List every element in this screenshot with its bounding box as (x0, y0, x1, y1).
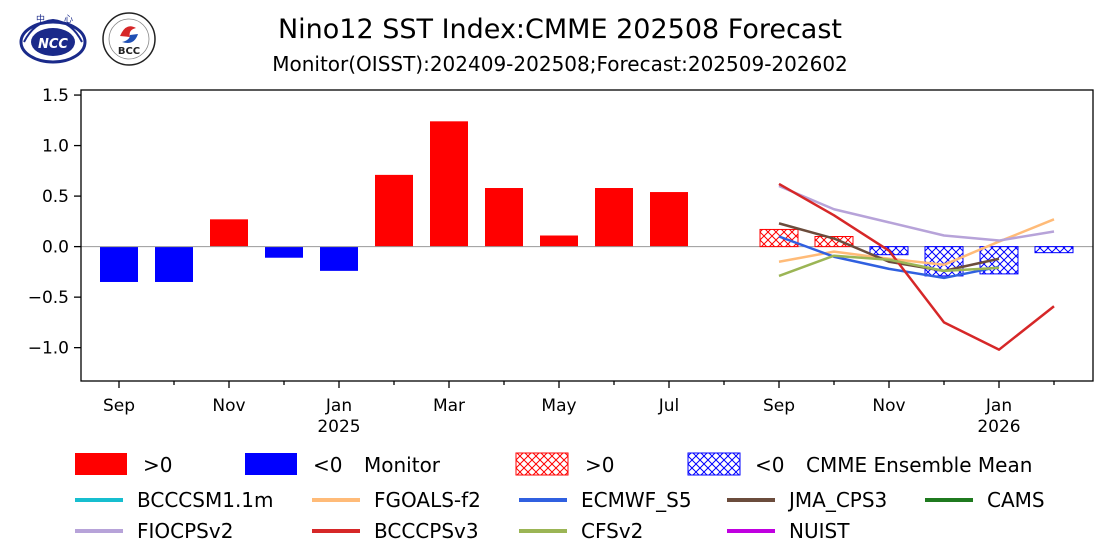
x-tick-label: Nov (872, 396, 905, 416)
y-tick-label: −1.0 (28, 339, 69, 359)
legend-series-label: CAMS (987, 488, 1045, 512)
ensemble-bar (759, 228, 799, 248)
x-tick-label: Jan (325, 396, 352, 416)
legend-series-label: FIOCPSv2 (137, 519, 233, 543)
svg-text:心: 心 (64, 14, 73, 25)
legend-monitor-pos-swatch (75, 453, 127, 475)
legend-monitor-label: Monitor (364, 453, 441, 477)
x-tick-label: Sep (103, 396, 135, 416)
y-tick-label: 1.0 (42, 137, 69, 157)
legend-fc-neg-label: <0 (755, 453, 784, 477)
chart-title: Nino12 SST Index:CMME 202508 Forecast (277, 14, 843, 45)
x-tick-label: Jan (985, 396, 1012, 416)
legend-series-label: CFSv2 (581, 519, 643, 543)
ensemble-bar (814, 236, 854, 248)
series-line-cfsv2 (778, 254, 1000, 278)
monitor-bar (210, 219, 248, 247)
svg-text:BCC: BCC (118, 46, 140, 57)
monitor-bar (485, 188, 523, 247)
monitor-bar (650, 192, 688, 247)
legend-series-label: NUIST (789, 519, 850, 543)
ensemble-bar (1034, 246, 1074, 254)
legend-ensemble-label: CMME Ensemble Mean (806, 453, 1032, 477)
monitor-bar (265, 246, 303, 258)
x-tick-year-label: 2026 (977, 417, 1020, 437)
monitor-bar (375, 174, 413, 247)
legend-fc-neg-swatch (687, 452, 741, 476)
y-tick-label: 0.0 (42, 238, 69, 258)
legend-series-label: JMA_CPS3 (787, 488, 887, 512)
x-tick-label: Sep (763, 396, 795, 416)
legend-series-label: BCCCPSv3 (374, 519, 479, 543)
chart-subtitle: Monitor(OISST):202409-202508;Forecast:20… (272, 52, 848, 76)
monitor-bar (540, 235, 578, 247)
monitor-bar (320, 246, 358, 271)
svg-text:中: 中 (36, 13, 45, 25)
legend-series-label: BCCCSM1.1m (137, 488, 274, 512)
legend-series-label: ECMWF_S5 (581, 488, 692, 512)
legend-fc-pos-swatch (515, 452, 569, 476)
monitor-bar (430, 121, 468, 247)
plot-frame (80, 89, 1094, 382)
y-tick-label: −0.5 (28, 288, 69, 308)
legend-fc-pos-label: >0 (585, 453, 614, 477)
y-tick-label: 0.5 (42, 187, 69, 207)
x-tick-label: Nov (212, 396, 245, 416)
series-line-bcccpsv3 (778, 182, 1055, 351)
series-line-ecmwf-s5 (778, 235, 1000, 280)
x-tick-year-label: 2025 (317, 417, 360, 437)
bcc-logo: BCC (100, 10, 158, 72)
y-tick-label: 1.5 (42, 86, 69, 106)
legend-series-label: FGOALS-f2 (374, 488, 481, 512)
legend-monitor-pos-label: >0 (143, 453, 172, 477)
series-line-jma-cps3 (778, 222, 1000, 273)
legend-monitor-neg-label: <0 (313, 453, 342, 477)
monitor-bar (155, 246, 193, 282)
x-tick-label: Mar (433, 396, 465, 416)
ncc-logo: NCC 中 心 (14, 12, 92, 72)
series-line-fiocpsv2 (778, 184, 1055, 242)
x-tick-label: May (541, 396, 576, 416)
monitor-bar (595, 188, 633, 247)
legend-monitor-neg-swatch (245, 453, 297, 475)
monitor-bar (100, 246, 138, 282)
svg-text:NCC: NCC (38, 37, 68, 52)
x-tick-label: Jul (658, 396, 680, 416)
